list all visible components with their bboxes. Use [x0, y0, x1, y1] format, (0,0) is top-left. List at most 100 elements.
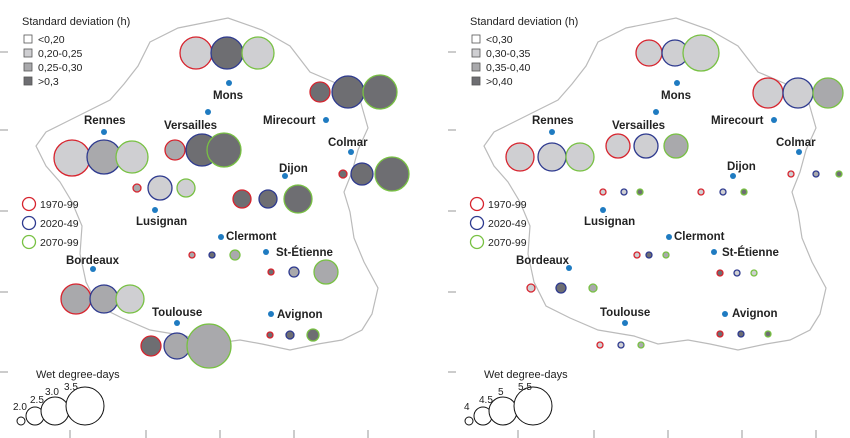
symbol-circle [635, 39, 663, 67]
city-dot [348, 149, 354, 155]
sd-legend: <0,20 0,20-0,25 0,25-0,30 >0,3 [23, 34, 83, 88]
city-dot [205, 109, 211, 115]
sd-swatch [23, 62, 33, 72]
size-label: 3.5 [64, 382, 78, 393]
period-label: 2070-99 [488, 237, 527, 249]
city-label: Toulouse [600, 307, 650, 319]
size-label: 2.0 [13, 402, 27, 413]
sd-class-label: >0,40 [486, 76, 513, 88]
city-label: Clermont [226, 231, 277, 243]
symbol-circle [565, 142, 595, 172]
sd-swatch [471, 48, 481, 58]
sd-class-label: 0,35-0,40 [486, 62, 531, 74]
symbol-circle [374, 156, 410, 192]
city-label: Colmar [328, 137, 368, 149]
panel-right: Standard deviation (h) <0,30 0,30-0,35 0… [448, 16, 844, 438]
size-label: 4.5 [479, 395, 493, 406]
symbol-circle [115, 140, 149, 174]
size-label: 5 [498, 387, 504, 398]
cities: Mons Rennes Versailles Mir [53, 36, 410, 369]
france-outline [483, 17, 827, 351]
city-label: Versailles [612, 120, 665, 132]
symbol-circle [663, 133, 689, 159]
city-dot [566, 265, 572, 271]
symbol-circle [812, 170, 820, 178]
city-st-etienne: St-Étienne [263, 246, 339, 285]
city-clermont: Clermont [188, 231, 277, 261]
sd-class-label: 0,30-0,35 [486, 48, 531, 60]
symbol-circle [176, 178, 196, 198]
city-label: Avignon [277, 309, 323, 321]
city-dot [622, 320, 628, 326]
sd-swatch [471, 62, 481, 72]
period-label: 2070-99 [40, 237, 79, 249]
sd-legend-title: Standard deviation (h) [470, 16, 578, 28]
sd-swatch [23, 34, 33, 44]
size-label: 3.0 [45, 387, 59, 398]
symbol-circle [60, 283, 92, 315]
city-mons: Mons [179, 36, 275, 102]
symbol-circle [115, 284, 145, 314]
symbol-circle [331, 75, 365, 109]
symbol-circle [740, 188, 748, 196]
symbol-circle [787, 170, 795, 178]
symbol-circle [210, 36, 244, 70]
cities: Mons Rennes Versailles Mir [505, 34, 844, 349]
city-avignon: Avignon [266, 309, 323, 342]
city-label: Rennes [532, 115, 574, 127]
sd-legend-title: Standard deviation (h) [22, 16, 130, 28]
panel-left: Standard deviation (h) <0,20 0,20-0,25 0… [0, 16, 410, 438]
symbol-circle [716, 269, 724, 277]
symbol-circle [596, 341, 604, 349]
city-dot [226, 80, 232, 86]
city-dot [101, 129, 107, 135]
size-label: 5.5 [518, 382, 532, 393]
period-label: 2020-49 [40, 218, 79, 230]
size-label: 4 [464, 402, 470, 413]
symbol-circle [633, 251, 641, 259]
symbol-circle [306, 328, 320, 342]
city-colmar: Colmar [776, 137, 843, 178]
symbol-circle [645, 251, 653, 259]
symbol-circle [505, 142, 535, 172]
period-swatch [21, 234, 37, 250]
city-st-etienne: St-Étienne [711, 246, 779, 277]
symbol-circle [206, 132, 242, 168]
symbol-circle [537, 142, 567, 172]
period-swatch [469, 196, 485, 212]
sd-legend: <0,30 0,30-0,35 0,35-0,40 >0,40 [471, 34, 531, 88]
city-label: Mons [661, 90, 691, 102]
symbol-circle [188, 251, 196, 259]
period-label: 1970-99 [40, 199, 79, 211]
period-label: 2020-49 [488, 218, 527, 230]
city-label: Clermont [674, 231, 725, 243]
size-legend: Wet degree-days 2.0 2.5 3.0 3.5 [13, 369, 120, 426]
city-toulouse: Toulouse [140, 307, 232, 369]
city-dot [722, 311, 728, 317]
symbol-circle [186, 323, 232, 369]
size-circle [65, 386, 105, 426]
symbol-circle [362, 74, 398, 110]
size-circle [513, 386, 553, 426]
city-dot [90, 266, 96, 272]
symbol-circle [132, 183, 142, 193]
symbol-circle [716, 330, 724, 338]
city-mons: Mons [635, 34, 720, 102]
city-dot [600, 207, 606, 213]
city-dot [282, 173, 288, 179]
city-dijon: Dijon [697, 161, 756, 196]
symbol-circle [637, 341, 645, 349]
symbol-circle [267, 268, 275, 276]
city-dot [674, 80, 680, 86]
size-circle [464, 416, 474, 426]
city-dot [771, 117, 777, 123]
symbol-circle [283, 184, 313, 214]
city-label: St-Étienne [722, 246, 779, 259]
frame-ticks [448, 51, 817, 438]
city-avignon: Avignon [716, 308, 778, 338]
symbol-circle [737, 330, 745, 338]
city-label: Avignon [732, 308, 778, 320]
city-label: Mirecourt [263, 115, 316, 127]
city-dot [653, 109, 659, 115]
